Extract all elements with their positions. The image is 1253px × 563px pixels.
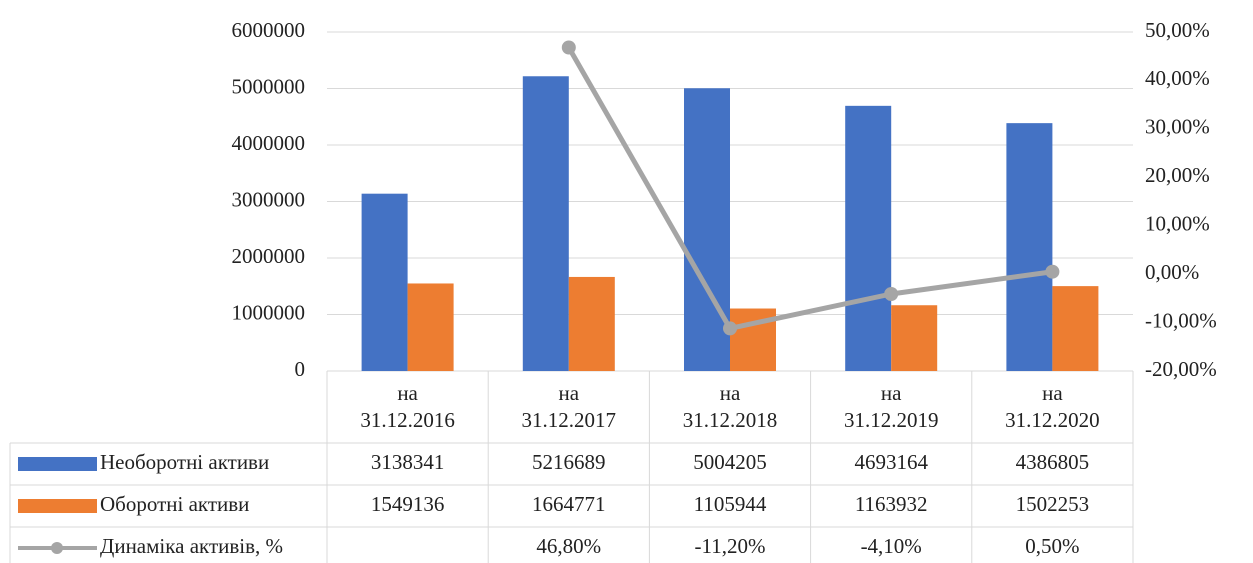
line [566,46,1053,331]
x-tick-label: на 31.12.2016 [360,381,455,432]
y2-tick-label: 40,00% [1145,66,1210,90]
y2-tick-label: 0,00% [1145,260,1199,284]
line-marker [884,286,899,301]
y-tick-label: 6000000 [232,18,306,42]
y-tick-label: 0 [295,357,306,381]
y-tick-label: 5000000 [232,74,306,98]
y2-tick-label: 30,00% [1145,115,1210,139]
y2-tick-label: -20,00% [1145,357,1217,381]
y2-tick-label: 20,00% [1145,163,1210,187]
y2-tick-label: 50,00% [1145,18,1210,42]
x-tick-label: на 31.12.2019 [843,381,939,432]
bar [1006,123,1053,372]
bar [568,276,615,371]
table-cell: 1549136 [371,492,445,516]
bar [845,105,892,371]
table-cell: 1105944 [694,492,767,516]
legend-key-marker [51,542,63,554]
legend-key [18,499,97,513]
table-cell: 5004205 [693,450,767,474]
x-tick-label: на 31.12.2017 [521,381,617,432]
y2-tick-label: 10,00% [1145,212,1210,236]
table-cell: 1664771 [532,492,606,516]
x-tick-label: на 31.12.2020 [1005,381,1100,432]
x-tick-label: на 31.12.2018 [682,381,778,432]
y2-tick-label: -10,00% [1145,308,1217,332]
table-cell: 4386805 [1016,450,1090,474]
bar [522,76,569,371]
bar [684,88,730,371]
y-tick-label: 2000000 [232,244,306,268]
table-cell: 5216689 [532,450,606,474]
table-cell: 3138341 [371,450,445,474]
bar [891,305,938,371]
y-tick-label: 3000000 [232,187,306,211]
line-marker [723,321,737,336]
table-cell: 4693164 [854,450,928,474]
table-cell: 0,50% [1025,534,1079,558]
table-cell: 1163932 [855,492,928,516]
bar [1052,286,1099,371]
table-cell: 1502253 [1016,492,1090,516]
legend-key [18,457,97,471]
line-marker [1045,264,1060,279]
legend-label: Оборотні активи [100,492,249,516]
table-cell: -4,10% [861,534,922,558]
bar [361,193,408,371]
legend-label: Необоротні активи [100,450,269,474]
y-tick-label: 1000000 [232,300,306,324]
legend-label: Динаміка активів, % [100,534,283,558]
table-cell: -11,20% [695,534,766,558]
table-cell: 46,80% [536,534,601,558]
y-tick-label: 4000000 [232,131,306,155]
line-marker [561,40,576,55]
bar [407,283,454,371]
